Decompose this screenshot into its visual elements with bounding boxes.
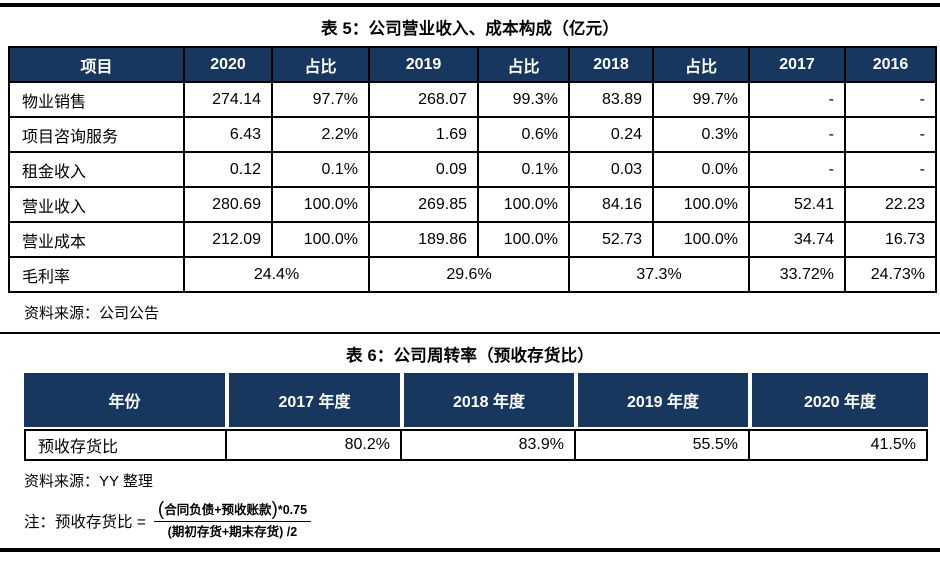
close-paren: ) bbox=[271, 499, 278, 520]
value-cell: 100.0% bbox=[652, 221, 750, 258]
value-cell: - bbox=[844, 151, 937, 188]
value-cell: 100.0% bbox=[477, 221, 570, 258]
header-cell-2017: 2017 bbox=[748, 46, 846, 83]
header-cell-2020: 2020 年度 bbox=[748, 373, 928, 427]
table6-header-row: 年份 2017 年度 2018 年度 2019 年度 2020 年度 bbox=[24, 373, 928, 427]
table-row: 营业收入 280.69 100.0% 269.85 100.0% 84.16 1… bbox=[8, 186, 937, 223]
value-cell: 33.72% bbox=[748, 256, 846, 293]
value-cell: 212.09 bbox=[183, 221, 273, 258]
table6-title: 表 6：公司周转率（预收存货比） bbox=[346, 347, 594, 365]
header-cell-2020: 2020 bbox=[183, 46, 273, 83]
value-cell: - bbox=[844, 116, 937, 153]
top-rule bbox=[0, 3, 940, 7]
header-cell-2016: 2016 bbox=[844, 46, 937, 83]
table5-source: 资料来源：公司公告 bbox=[24, 305, 160, 322]
value-cell: 99.7% bbox=[652, 81, 750, 118]
value-cell: - bbox=[748, 81, 846, 118]
row-label: 毛利率 bbox=[8, 256, 185, 293]
value-cell: 1.69 bbox=[368, 116, 479, 153]
row-label: 营业收入 bbox=[8, 186, 185, 223]
value-cell: 22.23 bbox=[844, 186, 937, 223]
value-cell: - bbox=[748, 151, 846, 188]
table5-header-row: 项目 2020 占比 2019 占比 2018 占比 2017 2016 bbox=[8, 46, 937, 83]
header-cell-ratio-2018: 占比 bbox=[652, 46, 750, 83]
row-label: 营业成本 bbox=[8, 221, 185, 258]
value-cell: 24.73% bbox=[844, 256, 937, 293]
value-cell: 0.12 bbox=[183, 151, 273, 188]
value-cell: 52.41 bbox=[748, 186, 846, 223]
header-cell-ratio-2020: 占比 bbox=[271, 46, 370, 83]
value-cell: 6.43 bbox=[183, 116, 273, 153]
row-label: 项目咨询服务 bbox=[8, 116, 185, 153]
value-cell: 55.5% bbox=[574, 431, 748, 459]
value-cell: 41.5% bbox=[748, 431, 926, 459]
gross-margin-row: 毛利率 24.4% 29.6% 37.3% 33.72% 24.73% bbox=[8, 256, 937, 293]
value-cell: 0.3% bbox=[652, 116, 750, 153]
formula-numerator: (合同负债+预收账款) *0.75 bbox=[153, 499, 312, 522]
value-cell: 268.07 bbox=[368, 81, 479, 118]
table5-title: 表 5：公司营业收入、成本构成（亿元） bbox=[320, 20, 620, 38]
value-cell: - bbox=[748, 116, 846, 153]
merged-value-cell: 37.3% bbox=[568, 256, 750, 293]
header-cell-2017: 2017 年度 bbox=[225, 373, 400, 427]
value-cell: 52.73 bbox=[568, 221, 654, 258]
value-cell: 0.1% bbox=[477, 151, 570, 188]
table-row: 租金收入 0.12 0.1% 0.09 0.1% 0.03 0.0% - - bbox=[8, 151, 937, 188]
value-cell: 0.0% bbox=[652, 151, 750, 188]
value-cell: 100.0% bbox=[477, 186, 570, 223]
row-label: 租金收入 bbox=[8, 151, 185, 188]
value-cell: 0.03 bbox=[568, 151, 654, 188]
row-label: 预收存货比 bbox=[38, 439, 119, 456]
value-cell: 2.2% bbox=[271, 116, 370, 153]
value-cell: 100.0% bbox=[271, 186, 370, 223]
formula-denominator: (期初存货+期末存货) /2 bbox=[167, 525, 298, 539]
header-cell-2019: 2019 年度 bbox=[574, 373, 748, 427]
footnote-formula: 注：预收存货比 = (合同负债+预收账款) *0.75 (期初存货+期末存货) /… bbox=[24, 499, 940, 540]
value-cell: 80.2% bbox=[225, 431, 400, 459]
value-cell: 274.14 bbox=[183, 81, 273, 118]
value-cell: 100.0% bbox=[271, 221, 370, 258]
value-cell: 189.86 bbox=[368, 221, 479, 258]
header-cell-2019: 2019 bbox=[368, 46, 479, 83]
table6: 年份 2017 年度 2018 年度 2019 年度 2020 年度 预收存货比… bbox=[24, 373, 928, 461]
value-cell: 34.74 bbox=[748, 221, 846, 258]
value-cell: 0.1% bbox=[271, 151, 370, 188]
table-row: 营业成本 212.09 100.0% 189.86 100.0% 52.73 1… bbox=[8, 221, 937, 258]
value-cell: 83.9% bbox=[400, 431, 574, 459]
table5: 项目 2020 占比 2019 占比 2018 占比 2017 2016 物业销… bbox=[8, 46, 937, 293]
value-cell: - bbox=[844, 81, 937, 118]
header-cell-ratio-2019: 占比 bbox=[477, 46, 570, 83]
value-cell: 99.3% bbox=[477, 81, 570, 118]
value-cell: 84.16 bbox=[568, 186, 654, 223]
value-cell: 0.24 bbox=[568, 116, 654, 153]
numerator-factor: *0.75 bbox=[277, 503, 308, 518]
value-cell: 280.69 bbox=[183, 186, 273, 223]
table-row: 项目咨询服务 6.43 2.2% 1.69 0.6% 0.24 0.3% - - bbox=[8, 116, 937, 153]
header-cell-2018: 2018 年度 bbox=[400, 373, 574, 427]
value-cell: 0.6% bbox=[477, 116, 570, 153]
open-paren: ( bbox=[157, 499, 165, 520]
merged-value-cell: 29.6% bbox=[368, 256, 570, 293]
formula-label: 注：预收存货比 = bbox=[24, 513, 146, 531]
value-cell: 83.89 bbox=[568, 81, 654, 118]
bottom-rule bbox=[0, 548, 940, 553]
header-cell-item: 项目 bbox=[8, 46, 185, 83]
header-cell-year: 年份 bbox=[24, 373, 225, 427]
divider-rule bbox=[0, 332, 940, 334]
formula-fraction: (合同负债+预收账款) *0.75 (期初存货+期末存货) /2 bbox=[153, 499, 312, 540]
header-cell-2018: 2018 bbox=[568, 46, 654, 83]
value-cell: 16.73 bbox=[844, 221, 937, 258]
table6-data-row: 预收存货比 80.2% 83.9% 55.5% 41.5% bbox=[24, 429, 928, 461]
numerator-body: 合同负债+预收账款 bbox=[164, 503, 272, 518]
value-cell: 100.0% bbox=[652, 186, 750, 223]
value-cell: 269.85 bbox=[368, 186, 479, 223]
table6-source: 资料来源：YY 整理 bbox=[24, 473, 153, 490]
value-cell: 97.7% bbox=[271, 81, 370, 118]
row-label: 物业销售 bbox=[8, 81, 185, 118]
table-row: 物业销售 274.14 97.7% 268.07 99.3% 83.89 99.… bbox=[8, 81, 937, 118]
value-cell: 0.09 bbox=[368, 151, 479, 188]
merged-value-cell: 24.4% bbox=[183, 256, 370, 293]
